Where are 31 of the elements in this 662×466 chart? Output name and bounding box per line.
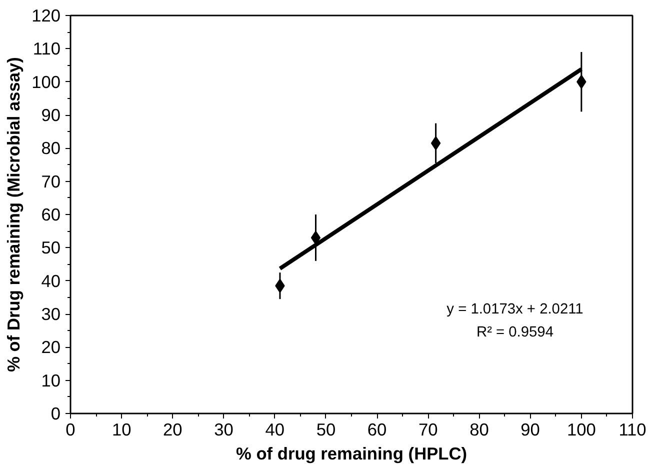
y-tick-label: 80 (41, 138, 61, 158)
y-tick-label: 60 (41, 204, 61, 224)
y-tick-label: 110 (32, 38, 61, 59)
x-tick-label: 40 (265, 420, 285, 440)
x-tick-label: 90 (520, 420, 540, 440)
x-tick-label: 100 (566, 420, 596, 440)
y-tick-label: 100 (32, 72, 61, 92)
x-tick-label: 110 (618, 420, 646, 440)
x-tick-label: 70 (418, 420, 438, 440)
y-tick-label: 50 (41, 238, 61, 258)
y-tick-label: 90 (41, 105, 61, 125)
x-axis-title: % of drug remaining (HPLC) (236, 444, 468, 464)
y-tick-label: 30 (41, 304, 61, 324)
y-tick-label: 10 (41, 370, 61, 390)
y-tick-label: 70 (41, 171, 61, 192)
y-tick-label: 20 (41, 337, 61, 358)
x-tick-label: 20 (163, 420, 182, 440)
y-tick-label: 40 (41, 270, 61, 291)
y-tick-label: 120 (32, 6, 61, 26)
x-tick-label: 30 (214, 420, 234, 440)
y-axis-title: % of Drug remaining (Microbial assay) (4, 57, 24, 372)
annotation: y = 1.0173x + 2.0211 (446, 301, 584, 318)
x-tick-label: 60 (367, 420, 387, 440)
point (430, 136, 441, 150)
x-tick-label: 10 (112, 420, 132, 440)
annotation: R² = 0.9594 (476, 324, 554, 341)
x-tick-label: 80 (470, 420, 489, 440)
x-tick-label: 0 (66, 420, 76, 440)
x-tick-label: 50 (316, 420, 336, 440)
point (310, 230, 321, 245)
y-tick-label: 0 (50, 404, 61, 424)
